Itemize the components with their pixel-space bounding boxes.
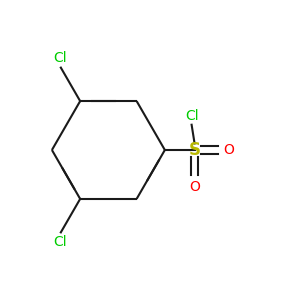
Text: O: O (224, 143, 235, 157)
Text: S: S (189, 141, 201, 159)
Text: Cl: Cl (185, 109, 198, 123)
Text: Cl: Cl (53, 235, 67, 249)
Text: Cl: Cl (53, 51, 67, 65)
Text: O: O (189, 180, 200, 194)
